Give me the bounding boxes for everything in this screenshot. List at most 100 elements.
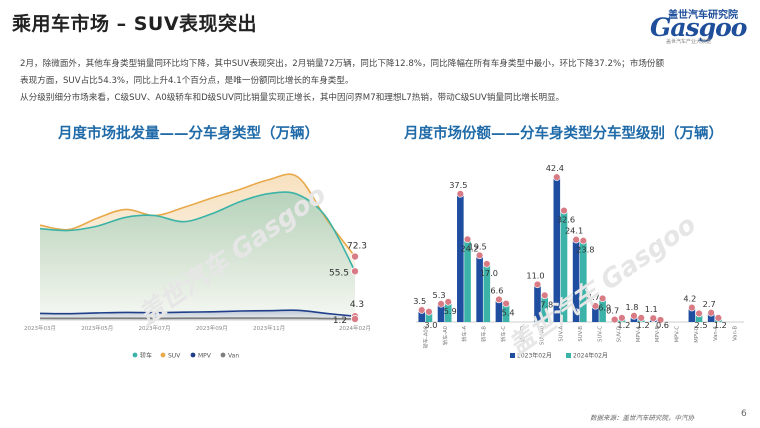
logo-wordmark: Gasgoo bbox=[650, 13, 747, 42]
x-category-label: SUV-B bbox=[578, 326, 584, 342]
bar-top-marker bbox=[553, 173, 561, 181]
bar-top-marker bbox=[541, 291, 549, 300]
bar-value-label: 24.1 bbox=[565, 226, 583, 236]
bar-value-label: 6.9 bbox=[598, 302, 611, 312]
end-point-marker bbox=[350, 252, 359, 261]
bar bbox=[560, 210, 568, 322]
legend-swatch bbox=[566, 353, 571, 358]
bar bbox=[483, 263, 491, 322]
bar-value-label: 2.5 bbox=[695, 320, 708, 330]
series-area-0 bbox=[40, 192, 355, 320]
data-source-note: 数据来源：盖世汽车研究院，中汽协 bbox=[590, 414, 694, 422]
bar-top-marker bbox=[533, 280, 542, 289]
bar bbox=[502, 303, 510, 322]
end-point-marker bbox=[350, 267, 359, 276]
bar-value-label: 1.2 bbox=[617, 320, 630, 330]
legend-label: 2024年02月 bbox=[573, 352, 608, 360]
bar-top-marker bbox=[560, 206, 568, 215]
bar-value-label: 1.2 bbox=[637, 320, 650, 330]
bar-top-marker bbox=[437, 300, 445, 308]
x-category-label: Van-A bbox=[713, 326, 719, 341]
bar-top-marker bbox=[649, 314, 657, 322]
bar-top-marker bbox=[444, 298, 452, 306]
series-line-3 bbox=[39, 317, 356, 320]
bar-value-label: 4.2 bbox=[683, 294, 696, 304]
legend-label: Van bbox=[228, 353, 239, 360]
bar-top-marker bbox=[502, 299, 510, 308]
x-category-label: 轿车-B bbox=[480, 326, 488, 342]
end-value-label: 1.2 bbox=[333, 316, 347, 326]
bar-value-label: 6.6 bbox=[490, 285, 503, 295]
legend-label: MPV bbox=[198, 353, 212, 360]
x-category-label: SUV-A0 bbox=[539, 326, 545, 345]
bar-top-marker bbox=[610, 315, 619, 324]
bar bbox=[695, 313, 703, 322]
bar-value-label: 17.0 bbox=[480, 268, 498, 278]
bar bbox=[707, 312, 715, 322]
bar-top-marker bbox=[688, 303, 696, 312]
x-category-label: Van-B bbox=[732, 326, 738, 341]
x-category-label: 轿车-A0 bbox=[441, 326, 449, 345]
bar bbox=[444, 301, 452, 322]
bar-value-label: 1.2 bbox=[714, 320, 727, 330]
bar-top-marker bbox=[456, 190, 465, 198]
bar-value-label: 11.0 bbox=[526, 270, 544, 280]
x-category-label: MPV-A bbox=[636, 326, 642, 343]
bar-value-label: 42.4 bbox=[546, 163, 564, 173]
bar-value-label: 1.1 bbox=[645, 304, 658, 314]
bar-top-marker bbox=[598, 294, 607, 303]
bar-value-label: 24.2 bbox=[460, 243, 478, 253]
bar-top-marker bbox=[483, 260, 491, 268]
bar-top-marker bbox=[572, 235, 580, 244]
x-tick-label: 2023年09月 bbox=[196, 324, 228, 332]
legend-swatch bbox=[190, 352, 196, 358]
bar-value-label: 5.4 bbox=[502, 308, 515, 318]
x-category-label: MPV-B bbox=[655, 326, 661, 343]
bar bbox=[553, 177, 561, 322]
legend-swatch bbox=[132, 352, 138, 358]
bar bbox=[418, 310, 426, 322]
volume-area-chart: 72.3 55.5 4.31.2 2023年03月 2023年05月 2023年07月 20… bbox=[24, 173, 371, 360]
x-tick-label: 2023年05月 bbox=[81, 324, 113, 332]
bar-value-label: 23.8 bbox=[576, 245, 594, 255]
bar bbox=[688, 307, 696, 322]
bar-top-marker bbox=[495, 295, 503, 304]
logo-chinese-text: 盖世汽车研究院 bbox=[668, 10, 738, 21]
legend-label: 轿车 bbox=[140, 352, 152, 360]
series-line-0 bbox=[39, 191, 356, 272]
bar bbox=[572, 239, 580, 322]
end-value-label: 4.3 bbox=[350, 300, 364, 310]
bar bbox=[425, 311, 433, 322]
series-line-1 bbox=[39, 173, 356, 257]
bar bbox=[534, 284, 541, 322]
bar-value-label: 5.3 bbox=[433, 290, 446, 300]
end-point-marker bbox=[350, 314, 359, 323]
x-category-label: 轿车-A00 bbox=[422, 326, 430, 348]
bar-top-marker bbox=[695, 309, 703, 318]
end-value-label: 55.5 bbox=[329, 268, 349, 278]
bar-top-marker bbox=[418, 306, 426, 314]
x-category-label: SUV-D bbox=[617, 326, 623, 342]
bar bbox=[599, 298, 606, 322]
bar bbox=[580, 240, 587, 322]
bar-value-label: 3.0 bbox=[424, 320, 437, 330]
end-value-label: 72.3 bbox=[347, 242, 367, 252]
x-category-label: 轿车-C bbox=[499, 326, 507, 342]
x-category-label: 轿车-D bbox=[518, 326, 526, 342]
bar bbox=[437, 303, 445, 322]
bar bbox=[464, 239, 471, 322]
right-chart-title: 月度市场份额——分车身类型分车型级别（万辆） bbox=[404, 126, 723, 142]
legend-label: SUV bbox=[168, 353, 181, 360]
bar-top-marker bbox=[630, 312, 638, 320]
bar bbox=[592, 305, 599, 322]
legend-swatch bbox=[510, 353, 515, 358]
summary-line-1: 2月，除微面外，其他车身类型销量同环比均下降，其中SUV表现突出，2月销量72万… bbox=[20, 59, 665, 69]
page-number: 6 bbox=[741, 409, 747, 419]
left-chart-title: 月度市场批发量——分车身类型（万辆） bbox=[58, 126, 319, 142]
x-category-label: SUV-A bbox=[559, 326, 565, 342]
series-line-2 bbox=[39, 309, 356, 317]
bar-top-marker bbox=[463, 235, 472, 244]
x-category-label: SUV-C bbox=[597, 326, 603, 342]
bar-top-marker bbox=[475, 251, 484, 260]
bar-top-marker bbox=[714, 314, 723, 322]
